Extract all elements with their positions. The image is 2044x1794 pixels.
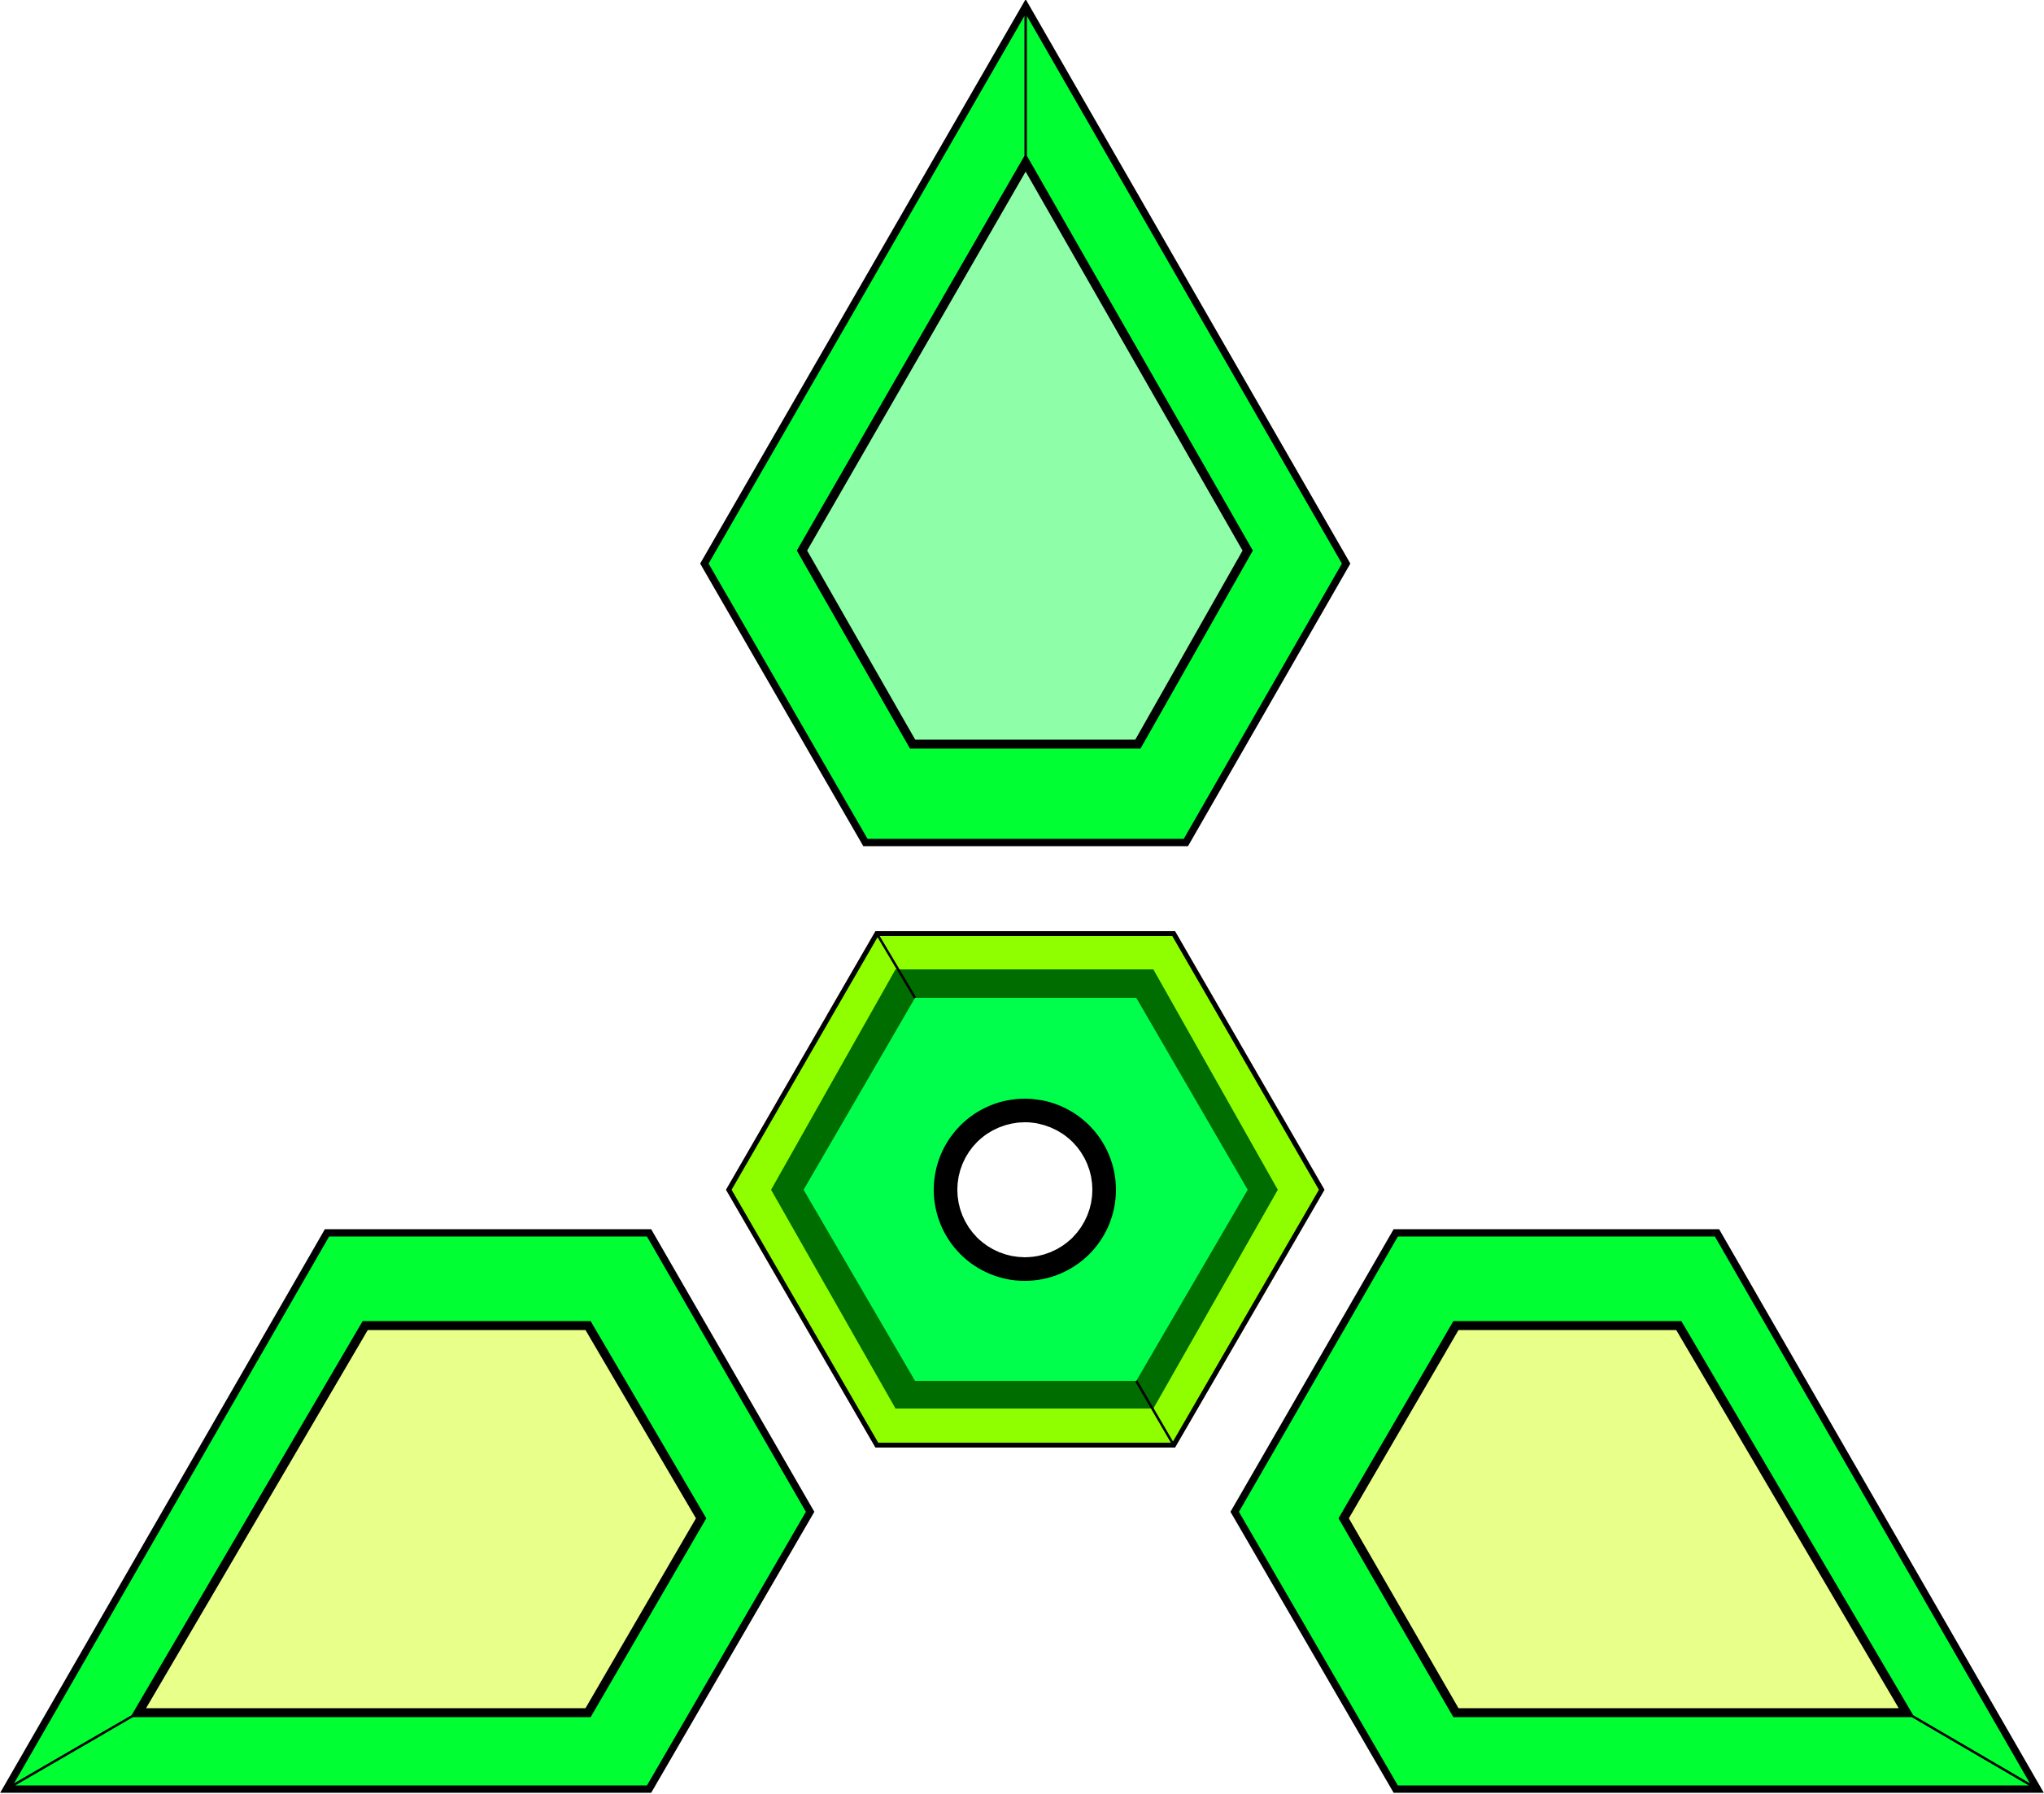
left-trapezoid-inner	[130, 1321, 707, 1718]
top-pentagon-inner	[796, 153, 1253, 749]
center-hexagon-edge-top-left	[875, 933, 917, 999]
left-trapezoid-corner-line	[6, 1711, 139, 1791]
left-trapezoid	[0, 1229, 815, 1793]
center-hexagon-edge-bottom-right	[1135, 1380, 1175, 1446]
top-pentagon	[699, 0, 1351, 847]
right-trapezoid	[1230, 1229, 2044, 1793]
center-hole	[957, 1122, 1092, 1257]
center-hexagon	[726, 931, 1325, 1448]
right-trapezoid-corner-line	[1906, 1711, 2038, 1791]
right-trapezoid-inner	[1338, 1321, 1915, 1718]
